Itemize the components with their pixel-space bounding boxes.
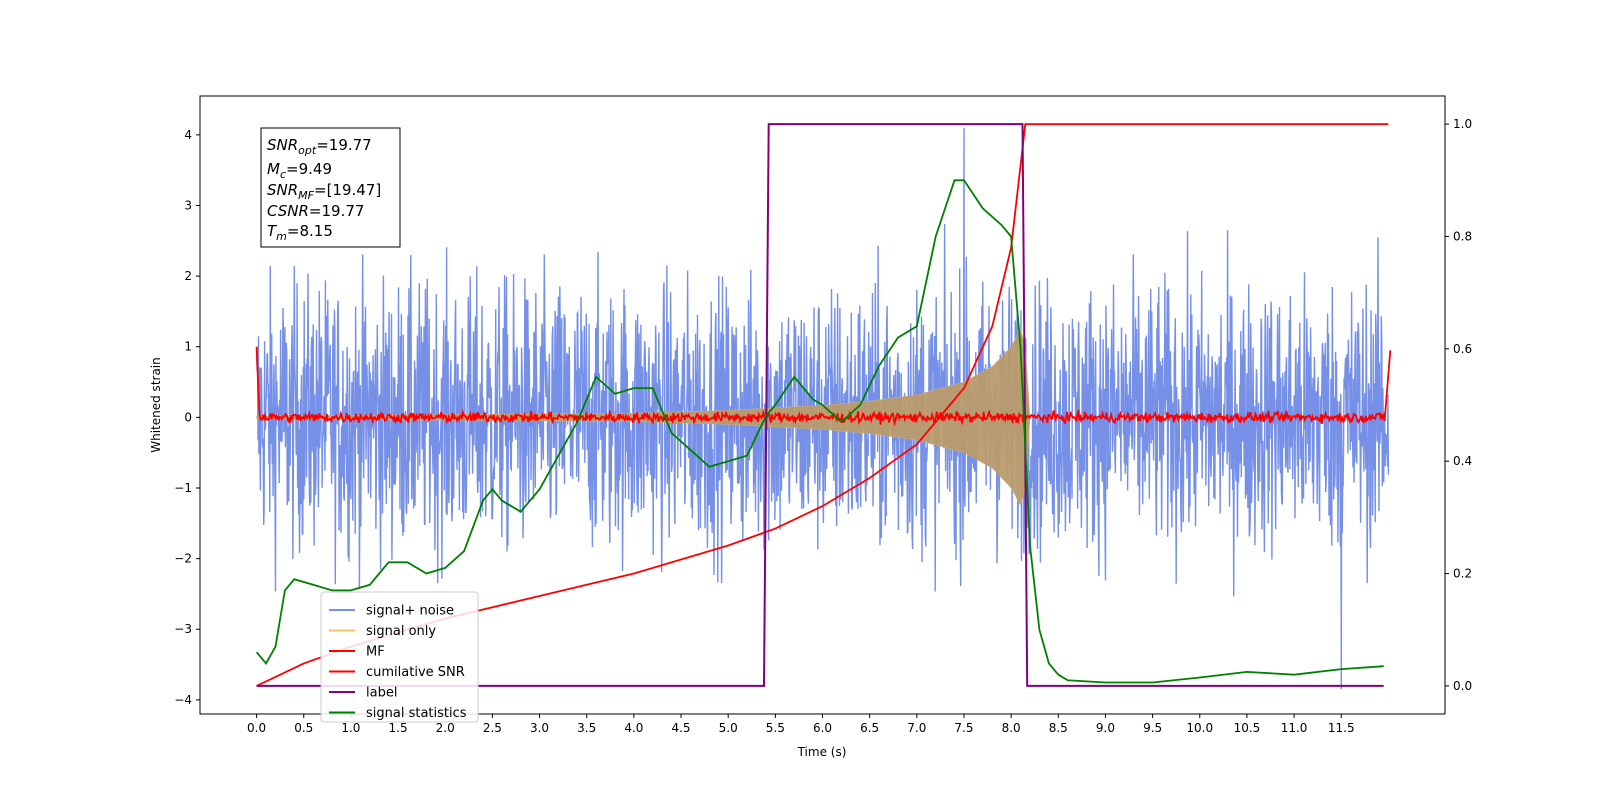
series-signal-statistics-line: [255, 179, 1384, 684]
y-tick-label: 3: [184, 198, 192, 212]
y2-tick-label: 0.0: [1453, 679, 1472, 693]
x-tick-label: 11.0: [1281, 721, 1308, 735]
x-tick-label: 5.0: [719, 721, 738, 735]
y-tick-label: 1: [184, 340, 192, 354]
x-tick-label: 7.5: [954, 721, 973, 735]
x-tick-label: 10.5: [1234, 721, 1261, 735]
x-tick-label: 2.0: [436, 721, 455, 735]
info-box-frame: [260, 127, 401, 248]
y-axis-right: 1.0 0.8 0.6 0.4 0.2 0.0: [1445, 117, 1472, 693]
x-tick-label: 11.5: [1328, 721, 1355, 735]
y-tick-label: 2: [184, 269, 192, 283]
mc-text: Mc=9.49: [267, 160, 332, 181]
legend-label: signal+ noise: [366, 604, 454, 619]
x-tick-label: 5.5: [766, 721, 785, 735]
info-box: SNRopt=19.77 Mc=9.49 SNRMF=[19.47] CSNR=…: [260, 127, 401, 248]
legend-label: signal only: [366, 624, 436, 639]
y-tick-label: −3: [174, 622, 192, 636]
y2-tick-label: 0.8: [1453, 229, 1472, 243]
tm-text: Tm=8.15: [267, 222, 333, 243]
x-tick-label: 3.0: [530, 721, 549, 735]
x-tick-label: 9.5: [1143, 721, 1162, 735]
x-axis: 0.0 0.5 1.0 1.5 2.0 2.5 3.0 3.5 4.0 4.5 5.0 5.5 6.0 6…: [247, 714, 1355, 735]
x-tick-label: 6.5: [860, 721, 879, 735]
x-tick-label: 0.0: [247, 721, 266, 735]
y2-tick-label: 0.4: [1453, 454, 1472, 468]
x-tick-label: 10.0: [1186, 721, 1213, 735]
y-tick-label: −4: [174, 693, 192, 707]
legend: signal+ noise signal only MF cumilative SNR…: [320, 591, 479, 723]
x-tick-label: 1.0: [341, 721, 360, 735]
x-tick-label: 0.5: [294, 721, 313, 735]
y-tick-label: −1: [174, 481, 192, 495]
csnr-text: CSNR=19.77: [267, 202, 364, 220]
x-tick-label: 4.0: [624, 721, 643, 735]
legend-frame: [320, 591, 479, 723]
legend-label: signal statistics: [366, 706, 467, 721]
y-tick-label: −2: [174, 552, 192, 566]
x-tick-label: 6.0: [813, 721, 832, 735]
x-tick-label: 9.0: [1096, 721, 1115, 735]
y2-tick-label: 0.6: [1453, 342, 1472, 356]
snr-mf-text: SNRMF=[19.47]: [267, 181, 381, 202]
y2-tick-label: 1.0: [1453, 117, 1472, 131]
legend-label: label: [366, 686, 397, 701]
x-tick-label: 2.5: [483, 721, 502, 735]
x-tick-label: 7.0: [907, 721, 926, 735]
x-tick-label: 3.5: [577, 721, 596, 735]
series-mf-line: [255, 346, 1392, 427]
x-tick-label: 1.5: [389, 721, 408, 735]
x-axis-label: Time (s): [797, 745, 847, 759]
y-tick-label: 0: [184, 410, 192, 424]
legend-label: MF: [366, 645, 385, 660]
x-tick-label: 8.5: [1049, 721, 1068, 735]
x-tick-label: 8.0: [1002, 721, 1021, 735]
snr-opt-text: SNRopt=19.77: [267, 136, 372, 157]
series-label-line: [256, 123, 1384, 687]
y-tick-label: 4: [184, 128, 192, 142]
x-tick-label: 4.5: [671, 721, 690, 735]
y-axis-left: 4 3 2 1 0 −1 −2 −3 −4: [174, 128, 200, 707]
y2-tick-label: 0.2: [1453, 567, 1472, 581]
y-axis-label: Whitened strain: [149, 357, 163, 453]
legend-label: cumilative SNR: [366, 665, 465, 680]
